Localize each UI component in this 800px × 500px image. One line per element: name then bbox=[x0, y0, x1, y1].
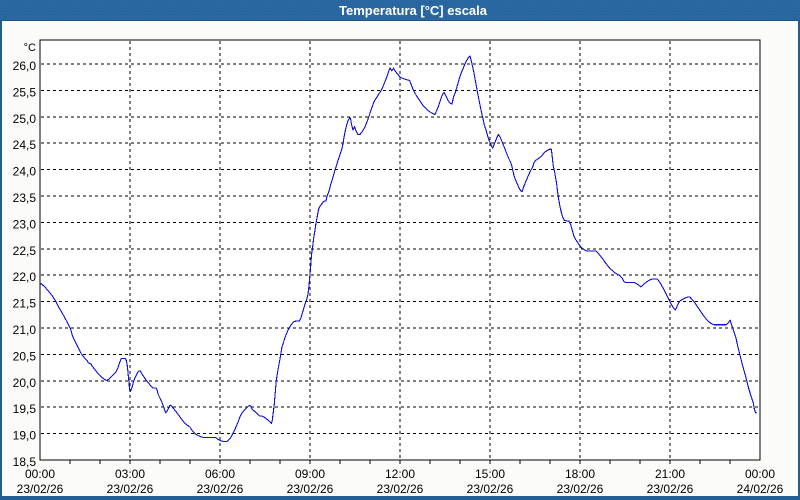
svg-text:18:00: 18:00 bbox=[565, 467, 595, 481]
svg-text:24/02/26: 24/02/26 bbox=[737, 482, 784, 496]
svg-text:25,0: 25,0 bbox=[13, 112, 37, 126]
svg-text:23/02/26: 23/02/26 bbox=[467, 482, 514, 496]
svg-text:23,0: 23,0 bbox=[13, 217, 37, 231]
svg-text:23/02/26: 23/02/26 bbox=[647, 482, 694, 496]
svg-text:25,5: 25,5 bbox=[13, 85, 37, 99]
svg-text:24,5: 24,5 bbox=[13, 138, 37, 152]
svg-text:23/02/26: 23/02/26 bbox=[197, 482, 244, 496]
svg-text:06:00: 06:00 bbox=[205, 467, 235, 481]
svg-text:°C: °C bbox=[24, 42, 36, 54]
svg-text:20,5: 20,5 bbox=[13, 349, 37, 363]
svg-text:21:00: 21:00 bbox=[655, 467, 685, 481]
svg-text:22,5: 22,5 bbox=[13, 244, 37, 258]
svg-text:23/02/26: 23/02/26 bbox=[287, 482, 334, 496]
svg-text:23/02/26: 23/02/26 bbox=[17, 482, 64, 496]
svg-text:23/02/26: 23/02/26 bbox=[107, 482, 154, 496]
svg-text:00:00: 00:00 bbox=[25, 467, 55, 481]
svg-text:09:00: 09:00 bbox=[295, 467, 325, 481]
svg-text:19,5: 19,5 bbox=[13, 402, 37, 416]
svg-text:19,0: 19,0 bbox=[13, 429, 37, 443]
svg-text:26,0: 26,0 bbox=[13, 59, 37, 73]
svg-text:12:00: 12:00 bbox=[385, 467, 415, 481]
svg-text:23/02/26: 23/02/26 bbox=[377, 482, 424, 496]
svg-text:21,0: 21,0 bbox=[13, 323, 37, 337]
svg-text:21,5: 21,5 bbox=[13, 297, 37, 311]
svg-text:20,0: 20,0 bbox=[13, 376, 37, 390]
svg-text:24,0: 24,0 bbox=[13, 165, 37, 179]
svg-text:00:00: 00:00 bbox=[745, 467, 775, 481]
svg-text:23/02/26: 23/02/26 bbox=[557, 482, 604, 496]
svg-text:03:00: 03:00 bbox=[115, 467, 145, 481]
svg-text:23,5: 23,5 bbox=[13, 191, 37, 205]
svg-text:22,0: 22,0 bbox=[13, 270, 37, 284]
svg-text:15:00: 15:00 bbox=[475, 467, 505, 481]
svg-text:18,5: 18,5 bbox=[13, 455, 37, 469]
